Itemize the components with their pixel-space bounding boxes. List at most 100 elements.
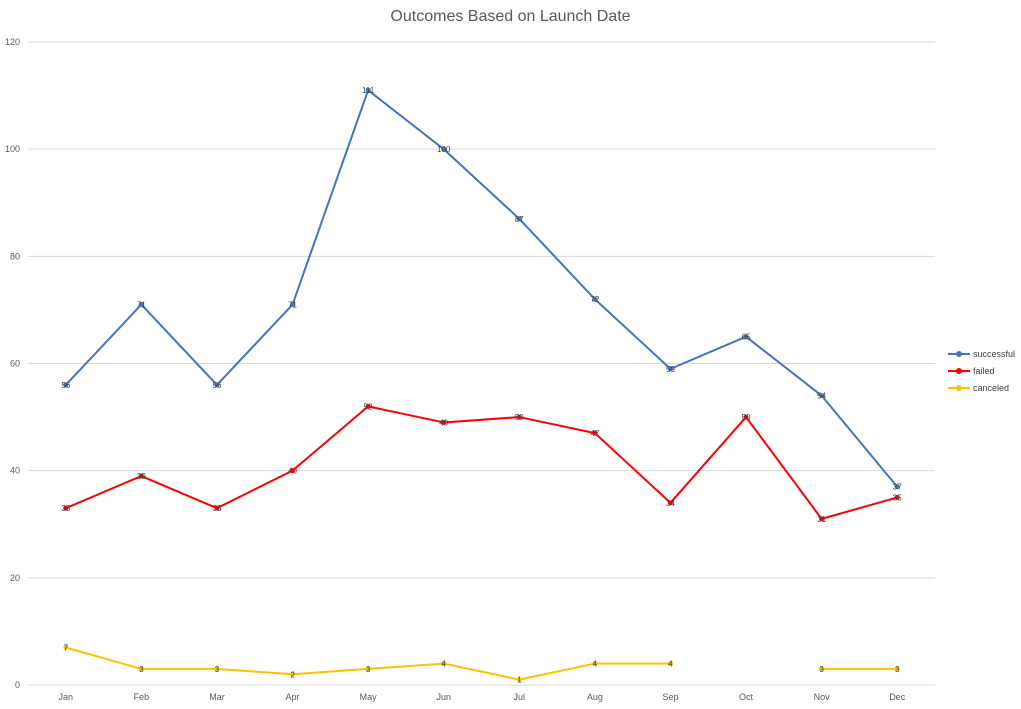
data-label-failed: 50	[515, 413, 524, 422]
legend-label: successful	[973, 348, 1016, 359]
data-point-successful	[138, 302, 144, 308]
data-label-failed: 39	[137, 472, 146, 481]
data-label-successful: 72	[590, 295, 599, 304]
x-tick-label: Mar	[209, 692, 225, 702]
series-line-failed	[65, 405, 898, 520]
series-line-successful	[65, 89, 898, 488]
data-label-failed: 47	[590, 429, 599, 438]
legend-item-successful: successful	[948, 345, 1015, 362]
data-point-successful	[214, 382, 220, 388]
data-label-canceled: 2	[290, 670, 295, 679]
data-label-successful: 59	[666, 365, 675, 374]
legend-item-failed: failed	[948, 362, 1015, 379]
data-label-successful: 87	[515, 215, 524, 224]
y-tick-label: 40	[10, 466, 20, 476]
data-point-canceled	[441, 661, 447, 667]
x-tick-label: Apr	[286, 692, 300, 702]
y-tick-label: 20	[10, 573, 20, 583]
x-tick-label: May	[360, 692, 378, 702]
data-point-successful	[819, 393, 825, 399]
data-label-successful: 54	[817, 392, 826, 401]
data-point-failed	[516, 414, 522, 420]
data-point-successful	[441, 146, 447, 152]
data-label-failed: 40	[288, 467, 297, 476]
x-tick-label: Oct	[739, 692, 754, 702]
data-label-canceled: 4	[441, 660, 446, 669]
y-tick-label: 60	[10, 359, 20, 369]
data-point-failed	[365, 403, 371, 409]
data-label-failed: 49	[439, 418, 448, 427]
x-tick-label: Sep	[662, 692, 678, 702]
data-point-canceled	[365, 666, 371, 672]
data-point-canceled	[667, 661, 673, 667]
data-point-canceled	[63, 644, 69, 650]
x-tick-label: Nov	[814, 692, 831, 702]
data-point-failed	[592, 430, 598, 436]
data-point-successful	[63, 382, 69, 388]
data-point-canceled	[516, 677, 522, 683]
data-label-successful: 56	[213, 381, 222, 390]
data-label-successful: 71	[137, 301, 146, 310]
data-label-failed: 35	[893, 493, 902, 502]
data-label-failed: 52	[364, 402, 373, 411]
data-label-failed: 33	[213, 504, 222, 513]
data-point-failed	[819, 516, 825, 522]
data-label-canceled: 4	[668, 660, 673, 669]
data-point-failed	[138, 473, 144, 479]
data-point-failed	[214, 505, 220, 511]
x-tick-label: Dec	[889, 692, 906, 702]
data-label-failed: 31	[817, 515, 826, 524]
data-label-canceled: 4	[593, 660, 598, 669]
data-point-canceled	[138, 666, 144, 672]
chart-legend: successful failed canceled	[948, 345, 1015, 396]
data-label-canceled: 3	[895, 665, 900, 674]
data-point-successful	[290, 302, 296, 308]
data-point-successful	[365, 87, 371, 93]
data-point-failed	[667, 500, 673, 506]
data-point-canceled	[214, 666, 220, 672]
series-line-canceled	[65, 646, 671, 681]
data-label-canceled: 1	[517, 676, 522, 685]
x-tick-label: Jun	[436, 692, 451, 702]
data-label-failed: 34	[666, 499, 675, 508]
data-point-failed	[290, 468, 296, 474]
y-tick-label: 100	[5, 144, 20, 154]
legend-label: failed	[973, 365, 995, 376]
data-label-canceled: 7	[64, 643, 69, 652]
legend-swatch	[948, 350, 970, 358]
data-point-canceled	[290, 671, 296, 677]
data-label-canceled: 3	[366, 665, 371, 674]
legend-label: canceled	[973, 382, 1010, 393]
data-label-successful: 56	[61, 381, 70, 390]
data-point-successful	[516, 216, 522, 222]
data-label-successful: 71	[288, 301, 297, 310]
data-point-failed	[894, 494, 900, 500]
data-label-successful: 111	[362, 86, 375, 95]
data-point-successful	[743, 334, 749, 340]
chart-title: Outcomes Based on Launch Date	[390, 8, 631, 25]
data-point-failed	[63, 505, 69, 511]
legend-swatch	[948, 384, 970, 392]
data-point-failed	[743, 414, 749, 420]
data-point-failed	[441, 419, 447, 425]
y-tick-label: 120	[5, 37, 20, 47]
data-label-canceled: 3	[819, 665, 824, 674]
x-tick-label: Jul	[514, 692, 526, 702]
data-point-canceled	[592, 661, 598, 667]
legend-swatch	[948, 367, 970, 375]
data-point-successful	[667, 366, 673, 372]
data-label-failed: 50	[742, 413, 751, 422]
legend-item-canceled: canceled	[948, 379, 1015, 396]
y-tick-label: 80	[10, 251, 20, 261]
x-tick-label: Jan	[59, 692, 74, 702]
data-point-successful	[894, 484, 900, 490]
data-point-successful	[592, 296, 598, 302]
data-label-canceled: 3	[215, 665, 220, 674]
data-label-failed: 33	[61, 504, 70, 513]
data-label-successful: 65	[742, 333, 751, 342]
data-label-successful: 100	[437, 145, 451, 154]
data-point-canceled	[894, 666, 900, 672]
data-label-successful: 37	[893, 483, 902, 492]
y-tick-label: 0	[15, 680, 20, 690]
